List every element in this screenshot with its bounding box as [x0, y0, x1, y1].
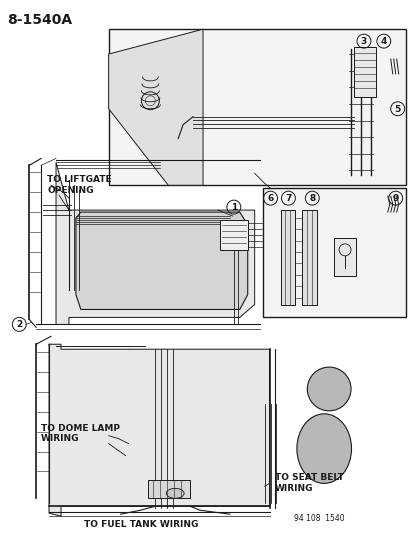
- Text: TO FUEL TANK WIRING: TO FUEL TANK WIRING: [83, 520, 198, 529]
- Text: 8-1540A: 8-1540A: [7, 13, 72, 27]
- Text: 9: 9: [392, 194, 398, 203]
- Bar: [280, 210, 295, 305]
- Text: 6: 6: [267, 194, 273, 203]
- Text: 8: 8: [309, 194, 315, 203]
- Bar: [353, 47, 375, 97]
- Text: TO SEAT BELT
WIRING: TO SEAT BELT WIRING: [274, 473, 343, 493]
- Bar: [148, 480, 190, 498]
- Text: 94 108  1540: 94 108 1540: [294, 514, 344, 523]
- Polygon shape: [49, 344, 269, 516]
- Polygon shape: [56, 163, 254, 325]
- Text: TO LIFTGATE
OPENING: TO LIFTGATE OPENING: [47, 175, 112, 195]
- Ellipse shape: [296, 414, 351, 483]
- Bar: [301, 210, 316, 305]
- Ellipse shape: [166, 488, 184, 498]
- Bar: [108, 29, 405, 185]
- Text: 2: 2: [16, 320, 22, 329]
- Text: 5: 5: [394, 104, 400, 114]
- Bar: [262, 188, 405, 318]
- Polygon shape: [76, 212, 247, 310]
- Text: 3: 3: [360, 37, 366, 46]
- Bar: [219, 220, 247, 250]
- Text: 1: 1: [230, 203, 236, 212]
- Polygon shape: [108, 29, 202, 185]
- Circle shape: [306, 367, 350, 411]
- Text: TO DOME LAMP
WIRING: TO DOME LAMP WIRING: [41, 424, 120, 443]
- Text: 4: 4: [380, 37, 386, 46]
- Text: 7: 7: [285, 194, 291, 203]
- Bar: [333, 238, 355, 276]
